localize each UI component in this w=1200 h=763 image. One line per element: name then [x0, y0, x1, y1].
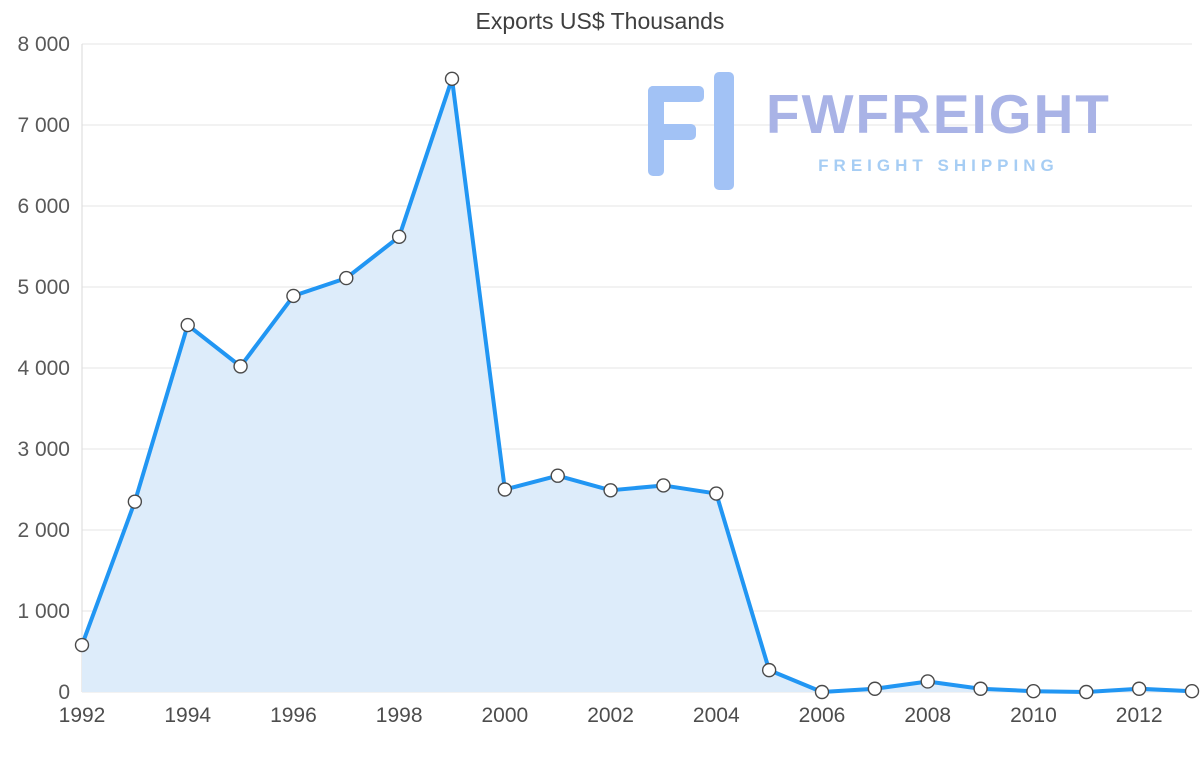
data-point-marker[interactable]	[391, 229, 407, 244]
data-point-marker[interactable]	[233, 359, 248, 374]
x-tick-label: 1998	[376, 704, 423, 727]
y-tick-label: 8 000	[17, 33, 70, 56]
x-tick-label: 2006	[799, 704, 846, 727]
x-tick-label: 2004	[693, 704, 740, 727]
y-tick-label: 2 000	[17, 519, 70, 542]
data-point-marker[interactable]	[444, 71, 460, 87]
x-tick-label: 2012	[1116, 704, 1163, 727]
x-tick-label: 2010	[1010, 704, 1057, 727]
data-point-marker[interactable]	[497, 482, 513, 497]
data-point-marker[interactable]	[127, 494, 143, 509]
x-tick-label: 1994	[164, 704, 211, 727]
x-tick-label: 1992	[59, 704, 106, 727]
data-point-marker[interactable]	[656, 478, 671, 493]
data-point-marker[interactable]	[1131, 681, 1147, 696]
data-point-marker[interactable]	[339, 270, 354, 286]
x-tick-label: 2002	[587, 704, 634, 727]
y-tick-label: 3 000	[17, 438, 70, 461]
y-tick-label: 6 000	[17, 195, 70, 218]
data-point-marker[interactable]	[603, 483, 618, 498]
y-tick-label: 0	[58, 681, 70, 704]
data-point-marker[interactable]	[920, 674, 935, 689]
data-point-marker[interactable]	[973, 681, 988, 696]
data-point-marker[interactable]	[180, 317, 195, 333]
data-point-marker[interactable]	[1026, 683, 1041, 699]
data-point-marker[interactable]	[709, 486, 724, 501]
series-area	[82, 78, 1192, 692]
x-tick-label: 2008	[904, 704, 951, 727]
data-point-marker[interactable]	[761, 662, 777, 678]
y-tick-label: 4 000	[17, 357, 70, 380]
y-tick-label: 5 000	[17, 276, 70, 299]
x-tick-label: 2000	[481, 704, 528, 727]
y-tick-label: 7 000	[17, 114, 70, 137]
y-tick-label: 1 000	[17, 600, 70, 623]
data-point-marker[interactable]	[286, 288, 301, 304]
data-point-marker[interactable]	[74, 637, 90, 653]
chart-title: Exports US$ Thousands	[475, 8, 725, 34]
data-point-marker[interactable]	[1184, 683, 1200, 699]
data-point-marker[interactable]	[867, 681, 883, 696]
data-point-marker[interactable]	[814, 684, 830, 700]
data-point-marker[interactable]	[550, 468, 565, 483]
series-line	[80, 76, 1194, 694]
data-point-marker[interactable]	[1079, 684, 1094, 700]
x-tick-label: 1996	[270, 704, 317, 727]
